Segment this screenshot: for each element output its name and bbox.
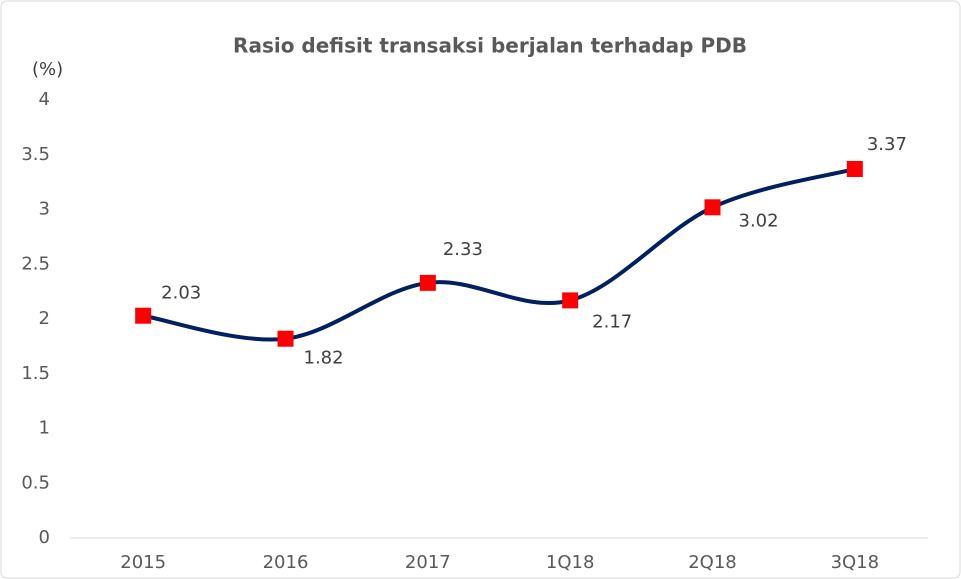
y-tick-label: 1 (39, 418, 50, 439)
x-tick-label: 2016 (263, 552, 309, 573)
y-tick-label: 2.5 (21, 253, 50, 274)
x-tick-label: 2017 (405, 552, 451, 573)
y-tick-label: 0 (39, 527, 50, 548)
data-label: 2.17 (592, 311, 632, 332)
x-tick-label: 1Q18 (546, 552, 595, 573)
x-tick-label: 2Q18 (688, 552, 737, 573)
y-axis-label: (%) (32, 59, 63, 80)
y-tick-label: 4 (39, 89, 50, 110)
chart-title: Rasio defisit transaksi berjalan terhada… (233, 34, 747, 58)
marker (704, 199, 721, 216)
data-label: 3.02 (739, 210, 779, 231)
data-label: 3.37 (867, 134, 907, 155)
x-tick-label: 2015 (120, 552, 166, 573)
data-label: 2.33 (443, 239, 483, 260)
y-tick-label: 1.5 (21, 363, 50, 384)
marker (562, 292, 579, 309)
marker (135, 307, 152, 324)
y-tick-label: 3 (39, 199, 50, 220)
data-label: 1.82 (304, 348, 344, 369)
y-tick-label: 3.5 (21, 144, 50, 165)
data-label: 2.03 (161, 283, 201, 304)
marker (846, 160, 863, 177)
x-tick-label: 3Q18 (831, 552, 880, 573)
y-tick-label: 2 (39, 308, 50, 329)
data-line (141, 166, 857, 342)
marker (419, 274, 436, 291)
marker (277, 330, 294, 347)
y-tick-label: 0.5 (21, 472, 50, 493)
